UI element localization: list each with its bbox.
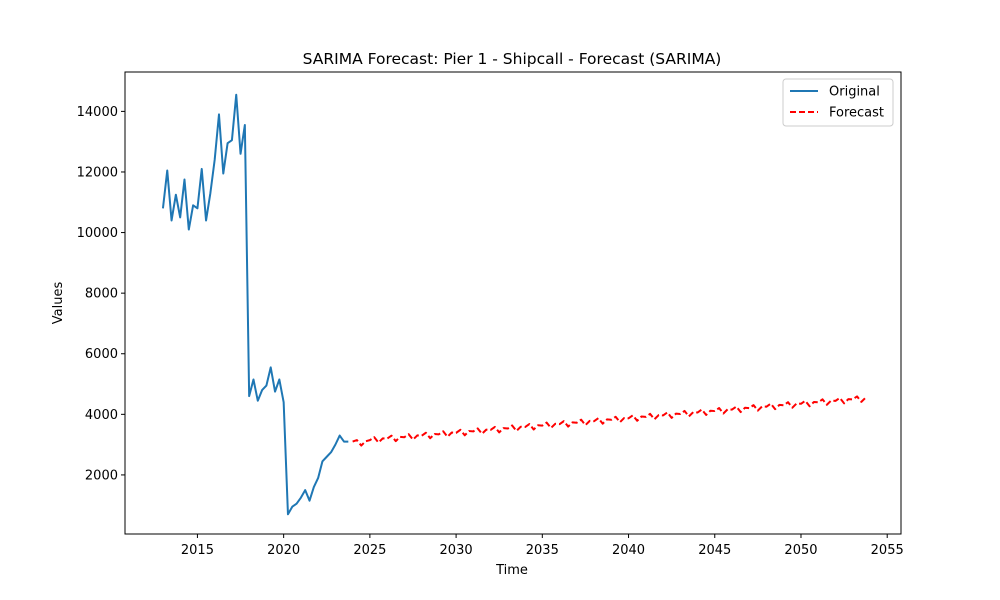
series-line-original [161, 93, 349, 516]
x-axis-label: Time [495, 563, 528, 578]
y-tick-label: 14000 [77, 105, 118, 120]
x-tick-label: 2015 [181, 543, 214, 558]
x-tick-label: 2040 [612, 543, 645, 558]
y-tick-label: 6000 [85, 347, 118, 362]
x-tick-label: 2020 [267, 543, 300, 558]
plot-area [124, 71, 902, 535]
series-layer [161, 93, 867, 516]
y-axis: 2000 4000 6000 8000 10000 12000 14000 [77, 105, 125, 483]
y-tick-label: 10000 [77, 226, 118, 241]
y-tick-label: 8000 [85, 287, 118, 302]
x-axis: 2015 2020 2025 2030 2035 2040 2045 2050 2055 [181, 534, 904, 558]
x-tick-label: 2050 [784, 543, 817, 558]
x-tick-label: 2045 [698, 543, 731, 558]
y-tick-label: 4000 [85, 408, 118, 423]
series-line-forecast [352, 395, 867, 447]
axes-frame [124, 71, 902, 535]
y-tick-label: 2000 [85, 468, 118, 483]
x-tick-label: 2025 [353, 543, 386, 558]
legend-label-forecast: Forecast [829, 106, 884, 121]
legend: Original Forecast [782, 78, 894, 127]
y-tick-label: 12000 [77, 165, 118, 180]
chart-title: SARIMA Forecast: Pier 1 - Shipcall - For… [303, 50, 722, 68]
y-axis-label: Values [51, 282, 66, 325]
x-tick-label: 2035 [526, 543, 559, 558]
legend-label-original: Original [829, 85, 880, 100]
x-tick-label: 2055 [871, 543, 904, 558]
x-tick-label: 2030 [440, 543, 473, 558]
